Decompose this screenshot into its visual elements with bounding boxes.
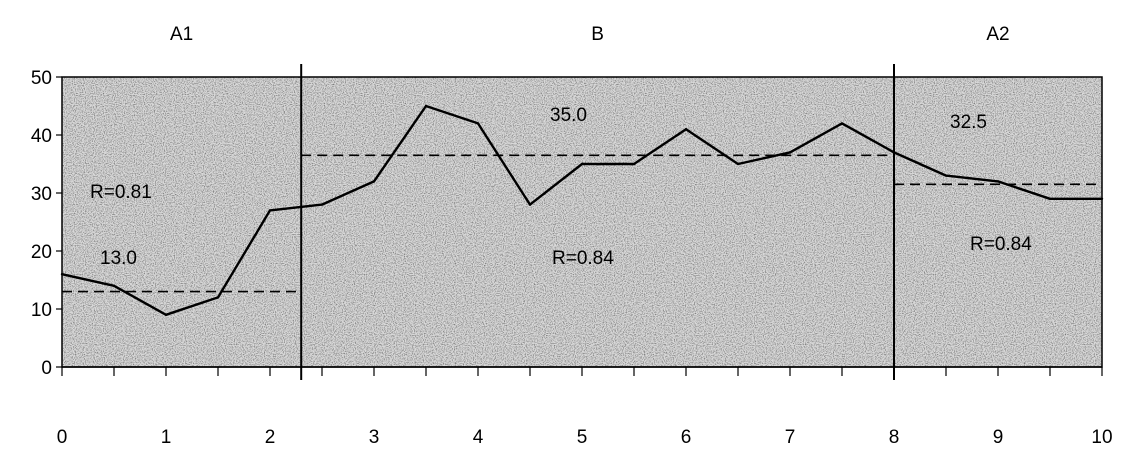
- data-point: [216, 296, 220, 299]
- plot-area-texture: [62, 77, 1102, 367]
- x-tick-label: 3: [369, 427, 380, 447]
- data-point: [424, 104, 428, 108]
- data-point: [996, 180, 1000, 183]
- data-point: [684, 128, 688, 131]
- y-tick-label: 20: [31, 242, 52, 263]
- phase-label: A1: [170, 24, 193, 45]
- phase-mean-label: 13.0: [100, 248, 137, 269]
- phase-mean-label: 35.0: [550, 105, 587, 126]
- x-tick-label: 2: [265, 427, 276, 447]
- data-point: [580, 162, 584, 166]
- data-point: [1100, 197, 1104, 200]
- data-point: [528, 203, 532, 206]
- x-tick-label: 5: [577, 427, 588, 447]
- data-point: [632, 162, 636, 166]
- x-tick-label: 0: [57, 427, 68, 447]
- phase-mean-label: 32.5: [950, 112, 987, 133]
- y-tick-label: 0: [41, 358, 52, 379]
- x-tick-label: 6: [681, 427, 692, 447]
- x-tick-label: 1: [161, 427, 172, 447]
- y-tick-label: 30: [31, 184, 52, 205]
- data-point: [60, 273, 64, 276]
- data-point: [476, 122, 480, 125]
- data-point: [268, 209, 272, 212]
- data-point: [840, 122, 844, 125]
- y-tick-label: 50: [31, 68, 52, 89]
- y-tick-label: 40: [31, 126, 52, 147]
- data-point: [944, 174, 948, 177]
- phase-label: A2: [986, 24, 1009, 45]
- phase-label: B: [591, 24, 604, 45]
- data-point: [164, 313, 168, 316]
- phase-r-label: R=0.84: [552, 248, 614, 269]
- y-tick-label: 10: [31, 300, 52, 321]
- x-tick-label: 8: [889, 427, 900, 447]
- data-point: [736, 162, 740, 166]
- data-point: [788, 151, 792, 154]
- x-tick-label: 9: [993, 427, 1004, 447]
- data-point: [320, 203, 324, 206]
- phase-r-label: R=0.81: [90, 182, 152, 203]
- data-point: [372, 180, 376, 183]
- x-tick-label: 7: [785, 427, 796, 447]
- data-point: [1048, 197, 1052, 200]
- data-point: [892, 151, 896, 154]
- x-tick-label: 4: [473, 427, 484, 447]
- data-point: [112, 284, 116, 287]
- phase-r-label: R=0.84: [970, 234, 1032, 255]
- x-tick-label: 10: [1091, 427, 1112, 447]
